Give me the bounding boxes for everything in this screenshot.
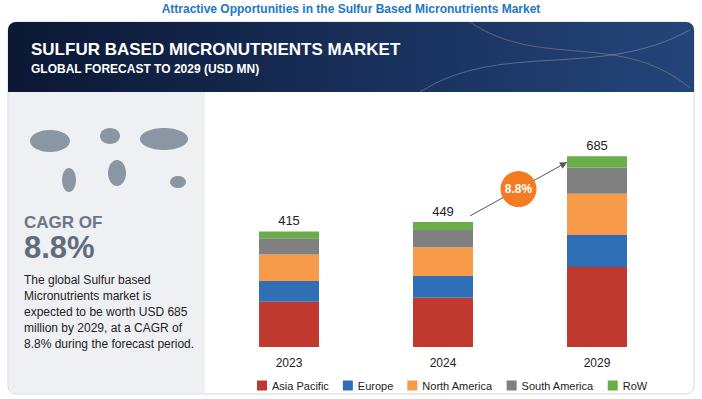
svg-text:GLOBAL FORECAST TO 2029 (USD M: GLOBAL FORECAST TO 2029 (USD MN)	[31, 62, 259, 76]
svg-text:North America: North America	[422, 380, 493, 392]
svg-text:The global Sulfur based: The global Sulfur based	[24, 273, 154, 287]
svg-text:Micronutrients market is: Micronutrients market is	[24, 289, 155, 303]
svg-text:8.8%: 8.8%	[505, 182, 533, 196]
svg-text:449: 449	[432, 204, 454, 219]
svg-text:Attractive Opportunities in th: Attractive Opportunities in the Sulfur B…	[162, 2, 541, 16]
svg-text:415: 415	[278, 213, 300, 228]
svg-text:Europe: Europe	[358, 380, 393, 392]
svg-text:million by 2029, at a CAGR of: million by 2029, at a CAGR of	[24, 321, 185, 335]
svg-text:2023: 2023	[276, 356, 303, 370]
svg-text:Asia Pacific: Asia Pacific	[272, 380, 329, 392]
svg-text:8.8%: 8.8%	[24, 230, 95, 265]
svg-text:8.8% during the forecast perio: 8.8% during the forecast period.	[24, 337, 194, 351]
svg-text:2029: 2029	[584, 356, 611, 370]
svg-text:CAGR OF: CAGR OF	[24, 213, 103, 232]
svg-text:RoW: RoW	[623, 380, 648, 392]
svg-text:2024: 2024	[430, 356, 457, 370]
svg-text:SULFUR BASED MICRONUTRIENTS MA: SULFUR BASED MICRONUTRIENTS MARKET	[31, 40, 401, 59]
svg-text:685: 685	[586, 138, 608, 153]
svg-text:South America: South America	[522, 380, 594, 392]
svg-text:expected to be worth USD 685: expected to be worth USD 685	[24, 305, 191, 319]
